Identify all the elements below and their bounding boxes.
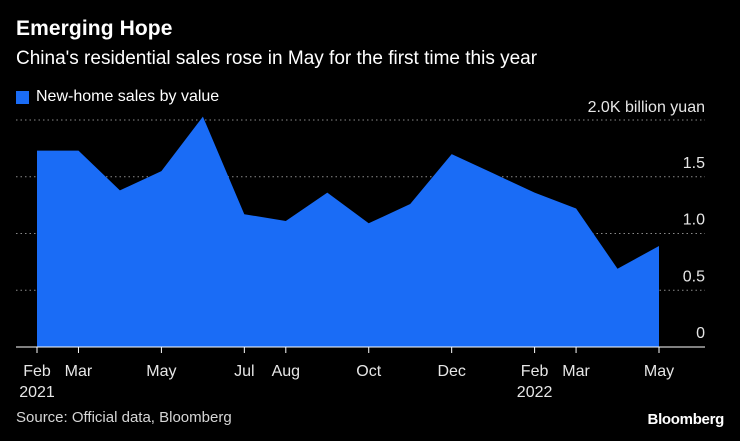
x-tick-label: Jul [234, 363, 254, 380]
legend-label: New-home sales by value [36, 88, 220, 105]
x-tick-year-label: 2021 [19, 384, 55, 401]
x-tick-label: May [146, 363, 176, 380]
x-tick-label: Feb [23, 363, 51, 380]
y-tick-label: 1.5 [683, 155, 705, 172]
y-tick-label: 0.5 [683, 268, 705, 285]
x-tick-year-label: 2022 [517, 384, 553, 401]
legend-swatch [16, 90, 29, 104]
x-tick-label: Mar [65, 363, 93, 380]
x-tick-label: Aug [272, 363, 300, 380]
x-tick-label: Dec [437, 363, 465, 380]
y-tick-label: 0 [696, 325, 705, 342]
y-tick-label: 1.0 [683, 212, 705, 229]
bloomberg-logo: Bloomberg [647, 411, 725, 428]
chart-title: Emerging Hope [16, 17, 173, 40]
y-unit-label: 2.0K billion yuan [588, 99, 705, 116]
legend: New-home sales by value [16, 88, 219, 106]
chart-subtitle: China's residential sales rose in May fo… [16, 48, 538, 69]
source-note: Source: Official data, Bloomberg [16, 409, 232, 426]
x-tick-label: May [644, 363, 674, 380]
x-tick-label: Mar [562, 363, 590, 380]
new-home-sales-area [37, 116, 659, 347]
x-tick-label: Feb [521, 363, 549, 380]
x-tick-label: Oct [356, 363, 381, 380]
